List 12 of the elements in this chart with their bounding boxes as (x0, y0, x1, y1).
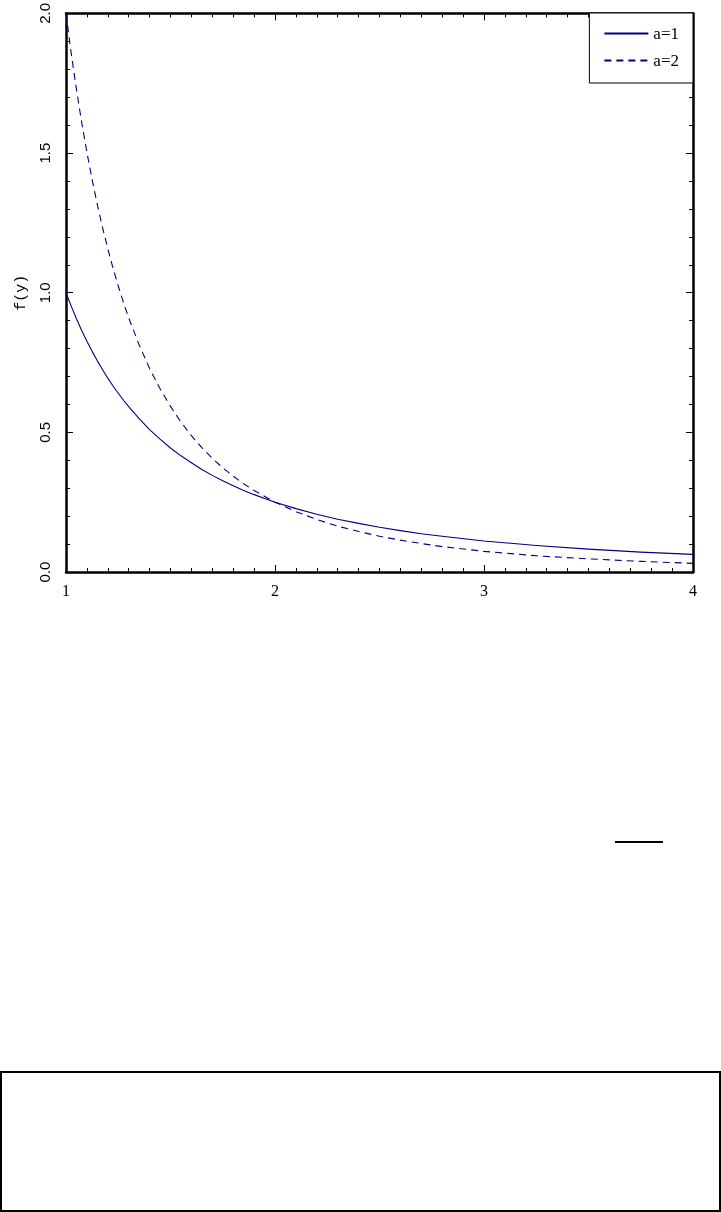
x-tick-label: 2 (271, 581, 279, 599)
y-axis-title: f(y) (13, 274, 31, 311)
legend-label: a=1 (653, 24, 680, 43)
x-tick-label: 3 (480, 581, 488, 599)
y-tick-label: 1.0 (36, 282, 53, 304)
x-tick-label: 4 (689, 581, 697, 599)
x-tick-label: 1 (62, 581, 70, 599)
legend-label: a=2 (653, 51, 680, 70)
y-tick-label: 0.5 (36, 421, 53, 443)
y-tick-label: 0.0 (36, 561, 53, 583)
y-tick-label: 1.5 (36, 142, 53, 164)
y-tick-label: 2.0 (36, 3, 53, 24)
